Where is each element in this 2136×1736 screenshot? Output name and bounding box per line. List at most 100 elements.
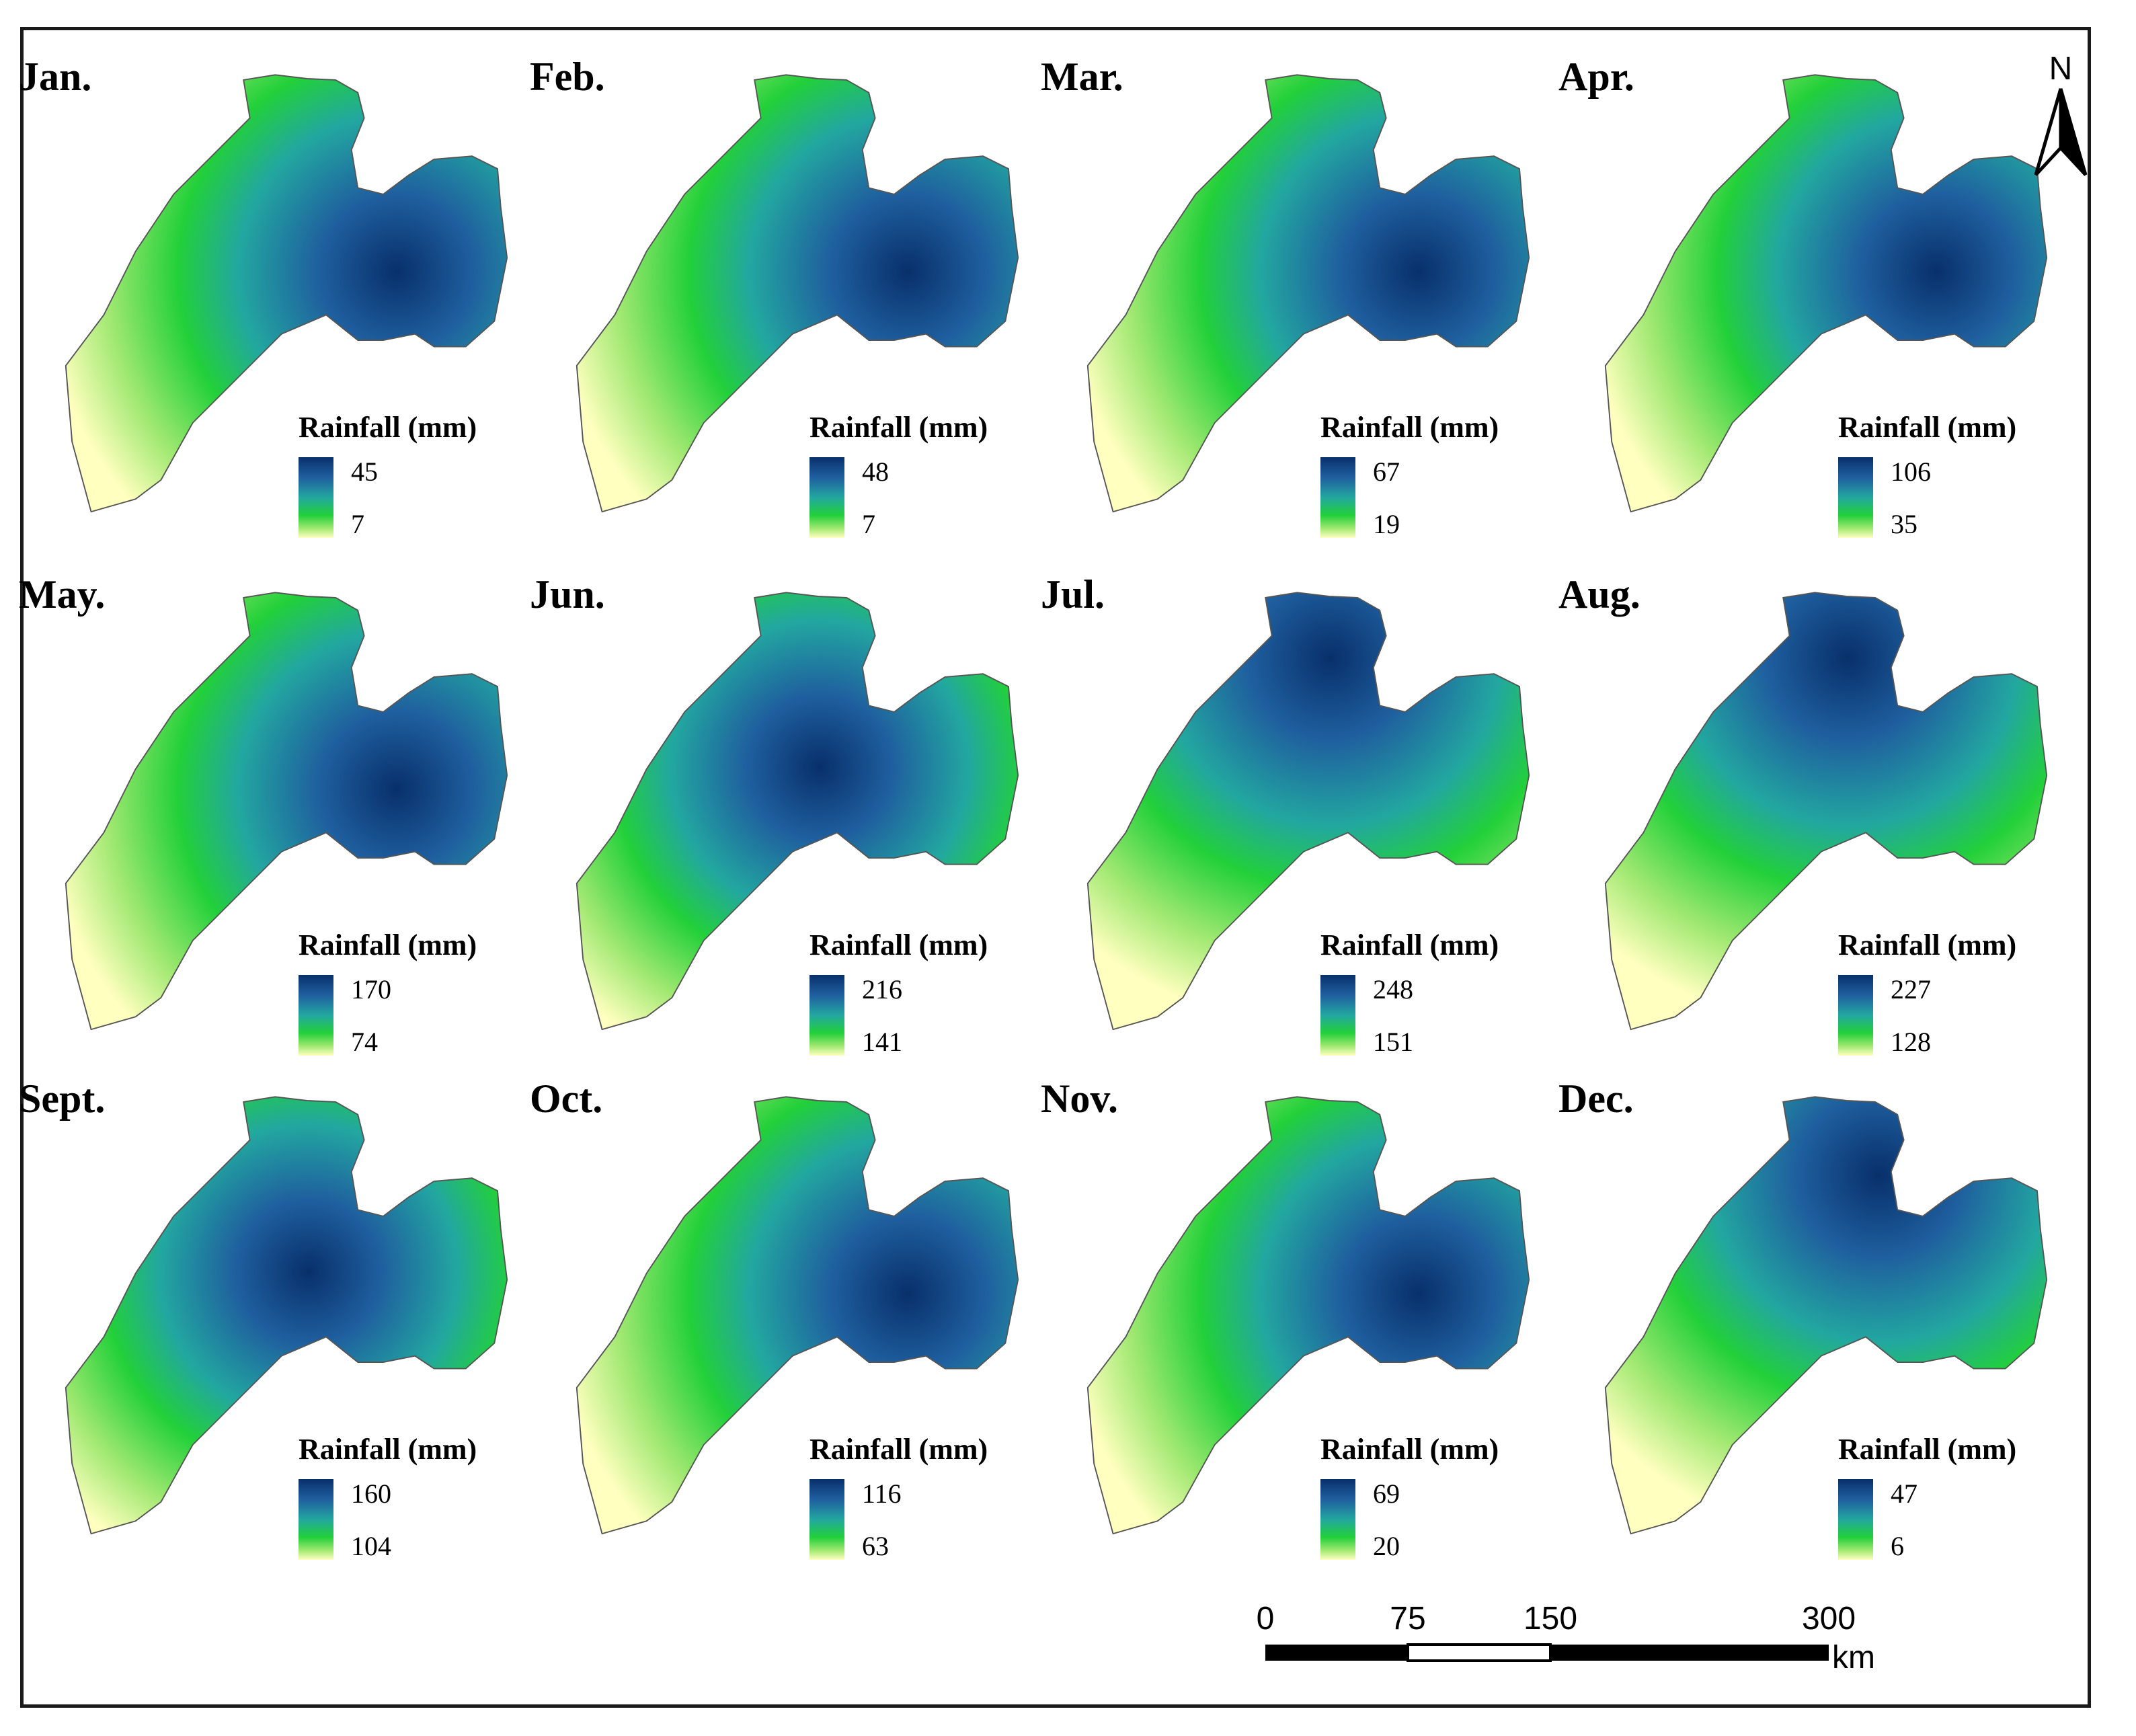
map-panel: Jan. Rainfall (mm) 45 7 [0,27,518,539]
region-outline [1086,592,1530,1031]
map-panel: Nov. Rainfall (mm) 69 20 [1022,1049,1540,1561]
legend-max-value: 45 [351,457,378,487]
map-panel: Aug. Rainfall (mm) 227 128 [1540,545,2057,1057]
rainfall-legend: Rainfall (mm) 160 104 [299,1432,514,1561]
rainfall-map [1604,74,2048,513]
legend-color-ramp [809,457,844,538]
legend-title: Rainfall (mm) [809,1433,988,1466]
rainfall-map [1604,592,2048,1031]
rainfall-map [576,592,1019,1031]
rainfall-legend: Rainfall (mm) 48 7 [809,410,1025,539]
map-panel: May. Rainfall (mm) 170 74 [0,545,518,1057]
legend-title: Rainfall (mm) [299,411,477,444]
legend-min-value: 128 [1891,1027,1931,1057]
rainfall-legend: Rainfall (mm) 69 20 [1320,1432,1536,1561]
legend-min-value: 19 [1373,509,1400,539]
map-panel: Dec. Rainfall (mm) 47 6 [1540,1049,2057,1561]
legend-color-ramp [1320,1479,1355,1560]
legend-max-value: 67 [1373,457,1400,487]
rainfall-legend: Rainfall (mm) 106 35 [1838,410,2053,539]
scale-tick-300: 300 [1801,1601,1856,1636]
month-label: Feb. [530,54,605,99]
region-outline [1604,74,2048,513]
month-label: Sept. [19,1076,106,1121]
legend-max-value: 69 [1373,1478,1400,1509]
rainfall-legend: Rainfall (mm) 67 19 [1320,410,1536,539]
region-outline [65,74,508,513]
month-label: Mar. [1041,54,1123,99]
month-label: Dec. [1558,1076,1634,1121]
map-panel: Oct. Rainfall (mm) 116 63 [511,1049,1029,1561]
month-label: May. [19,572,106,617]
region-outline [65,592,508,1031]
legend-color-ramp [299,975,333,1056]
legend-min-value: 104 [351,1531,391,1561]
rainfall-legend: Rainfall (mm) 116 63 [809,1432,1025,1561]
north-label: N [2049,51,2073,87]
rainfall-legend: Rainfall (mm) 248 151 [1320,928,1536,1057]
legend-color-ramp [299,1479,333,1560]
rainfall-legend: Rainfall (mm) 227 128 [1838,928,2053,1057]
north-arrow-left [2034,88,2063,176]
month-label: Nov. [1041,1076,1119,1121]
legend-max-value: 106 [1891,457,1931,487]
rainfall-map [576,74,1019,513]
month-label: Jan. [19,54,92,99]
legend-min-value: 20 [1373,1531,1400,1561]
scale-tick-75: 75 [1390,1601,1426,1636]
legend-color-ramp [809,1479,844,1560]
legend-title: Rainfall (mm) [809,411,988,444]
legend-max-value: 160 [351,1478,391,1509]
legend-min-value: 141 [862,1027,902,1057]
legend-max-value: 47 [1891,1478,1917,1509]
legend-title: Rainfall (mm) [809,929,988,961]
scale-tick-0: 0 [1256,1601,1275,1636]
legend-color-ramp [1838,975,1873,1056]
legend-min-value: 35 [1891,509,1917,539]
region-outline [1604,592,2048,1031]
legend-min-value: 6 [1891,1531,1904,1561]
legend-title: Rainfall (mm) [1320,411,1499,444]
legend-min-value: 151 [1373,1027,1413,1057]
rainfall-map [65,592,508,1031]
region-outline [1604,1096,2048,1535]
rainfall-map [1604,1096,2048,1535]
region-outline [1086,1096,1530,1535]
legend-title: Rainfall (mm) [1838,1433,2017,1466]
rainfall-legend: Rainfall (mm) 216 141 [809,928,1025,1057]
map-panel: Apr. Rainfall (mm) 106 35 [1540,27,2057,539]
legend-max-value: 170 [351,974,391,1004]
month-label: Jun. [530,572,605,617]
month-label: Aug. [1558,572,1640,617]
legend-max-value: 248 [1373,974,1413,1004]
rainfall-legend: Rainfall (mm) 45 7 [299,410,514,539]
legend-max-value: 48 [862,457,889,487]
legend-color-ramp [1320,975,1355,1056]
north-arrow-right [2059,88,2088,176]
map-panel: Mar. Rainfall (mm) 67 19 [1022,27,1540,539]
legend-color-ramp [1320,457,1355,538]
legend-max-value: 227 [1891,974,1931,1004]
legend-title: Rainfall (mm) [299,929,477,961]
rainfall-map [65,74,508,513]
region-outline [576,1096,1019,1535]
region-outline [576,74,1019,513]
legend-title: Rainfall (mm) [1838,411,2017,444]
legend-title: Rainfall (mm) [1320,1433,1499,1466]
north-arrow: N [2034,51,2088,176]
legend-max-value: 216 [862,974,902,1004]
map-panel: Sept. Rainfall (mm) 160 104 [0,1049,518,1561]
legend-color-ramp [1838,457,1873,538]
scale-tick-150: 150 [1523,1601,1578,1636]
legend-min-value: 74 [351,1027,378,1057]
legend-max-value: 116 [862,1478,902,1509]
map-panel: Jun. Rainfall (mm) 216 141 [511,545,1029,1057]
rainfall-map [1086,1096,1530,1535]
month-label: Oct. [530,1076,603,1121]
legend-min-value: 63 [862,1531,889,1561]
rainfall-map [65,1096,508,1535]
legend-title: Rainfall (mm) [1320,929,1499,961]
legend-color-ramp [299,457,333,538]
legend-color-ramp [809,975,844,1056]
scale-segment-2 [1407,1643,1552,1662]
